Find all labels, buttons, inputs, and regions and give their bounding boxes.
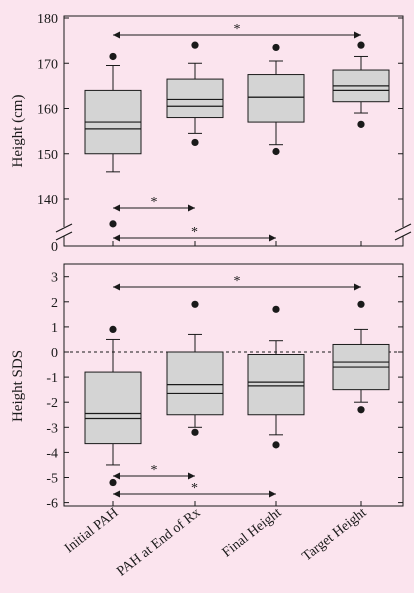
significance-bracket: * [113,463,195,480]
arrowhead-right [269,234,276,242]
y-tick-label: -6 [46,497,58,512]
y-tick-label: 1 [51,321,58,336]
y-tick-label: 170 [37,57,58,72]
y-tick-label: -5 [46,472,58,487]
outlier-point [109,220,117,228]
outlier-point [272,147,280,156]
y-tick-label: 150 [37,148,58,163]
y-tick-label: 180 [37,12,58,27]
outlier-point [357,41,365,49]
significance-bracket: * [113,274,361,291]
arrowhead-left [113,204,120,212]
outlier-point [191,300,199,308]
outlier-point [191,41,199,49]
box-final-height [247,43,305,156]
y-axis-label: Height SDS [10,350,26,422]
significance-bracket: * [113,22,361,39]
significance-label: * [234,274,241,289]
outlier-point [272,441,280,449]
y-tick-label: -3 [46,421,58,436]
arrowhead-right [269,490,276,498]
arrowhead-left [113,31,120,39]
y-tick-label: 0 [51,346,58,361]
significance-bracket: * [113,481,276,498]
significance-label: * [151,195,158,210]
box-initial-pah [84,325,142,487]
outlier-point [357,406,365,414]
box-target-height [332,300,390,414]
y-tick-label: 160 [37,103,58,118]
y-tick-label: 3 [51,271,58,286]
axis-break-mark [55,231,73,241]
outlier-point [191,428,199,436]
box-initial-pah [84,52,142,228]
arrowhead-right [354,31,361,39]
plot-frame [63,263,404,507]
outlier-point [357,300,365,308]
iqr-box [84,371,142,445]
significance-label: * [191,481,198,496]
x-category-label: PAH at End of Rx [114,505,203,579]
axis-break-mark [394,231,412,241]
outlier-point [357,120,365,128]
outlier-point [272,305,280,313]
outlier-point [109,52,117,61]
outlier-point [191,138,199,147]
x-category-label: Target Height [300,505,370,564]
plot-frame [63,15,404,247]
box-pah-at-end-of-rx [166,41,224,147]
y-tick-label: -1 [46,371,58,386]
y-tick-label: -4 [46,446,58,461]
height-cm-panel: 0 140 150 160 170 180 Height (cm) * * * [10,12,412,255]
significance-label: * [151,463,158,478]
arrowhead-right [188,204,195,212]
axis-break-mark [55,223,73,233]
arrowhead-right [188,472,195,480]
arrowhead-left [113,472,120,480]
significance-label: * [234,22,241,37]
outlier-point [272,43,280,52]
y-tick-label: 2 [51,296,58,311]
y-tick-label: 140 [37,193,58,208]
y-tick-label: -2 [46,396,58,411]
axis-break-mark [394,223,412,233]
y-axis-label: Height (cm) [10,95,26,168]
y-tick-label: 0 [51,240,58,255]
axis-break-gap [395,227,411,236]
height-sds-panel: -6 -5 -4 -3 -2 -1 0 1 2 3 Height SDS * * * [10,263,404,512]
box-final-height [247,305,305,449]
box-pah-at-end-of-rx [166,300,224,436]
outlier-point [109,325,117,334]
x-category-label: Final Height [220,505,285,560]
significance-bracket: * [113,225,276,242]
arrowhead-left [113,234,120,242]
outlier-point [109,478,117,487]
box-target-height [332,41,390,128]
significance-bracket: * [113,195,195,212]
arrowhead-left [113,283,120,291]
iqr-box [166,351,224,416]
arrowhead-right [354,283,361,291]
x-category-label: Initial PAH [62,505,121,556]
iqr-box [166,78,224,119]
iqr-box [247,74,305,123]
axis-break-gap [56,227,72,236]
significance-label: * [191,225,198,240]
arrowhead-left [113,490,120,498]
iqr-box [247,354,305,416]
